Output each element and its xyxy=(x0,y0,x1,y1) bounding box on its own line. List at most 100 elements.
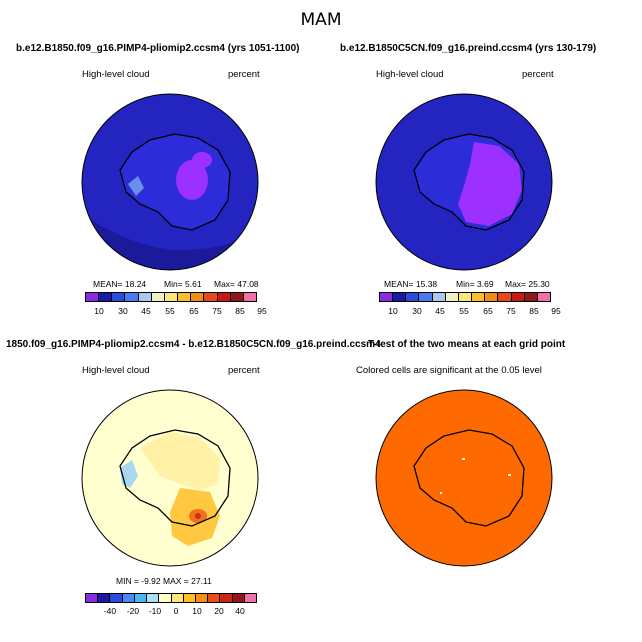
colorbar-swatch xyxy=(220,594,233,602)
colorbar-swatch xyxy=(232,594,245,602)
colorbar-tick: 45 xyxy=(141,306,151,316)
map-border xyxy=(375,93,553,271)
coastline xyxy=(413,133,525,231)
colorbar-swatch xyxy=(445,293,459,301)
polar-map-ttest xyxy=(375,389,553,567)
colorbar-swatch xyxy=(244,594,257,602)
colorbar-swatch xyxy=(183,594,196,602)
stat-min: Min= 3.69 xyxy=(456,279,494,289)
colorbar-swatch xyxy=(138,293,152,301)
colorbar-swatch xyxy=(98,594,111,602)
colorbar-tick: 75 xyxy=(212,306,222,316)
colorbar-tick: -20 xyxy=(126,606,140,616)
stat-minmax: MIN = -9.92 MAX = 27.11 xyxy=(116,576,212,586)
colorbar-tick: 95 xyxy=(551,306,561,316)
map-border xyxy=(81,389,259,567)
variable-label: High-level cloud xyxy=(376,69,444,80)
colorbar-swatch xyxy=(432,293,446,301)
coastline xyxy=(413,429,525,527)
colorbar-swatch xyxy=(524,293,538,301)
colorbar-tick: 65 xyxy=(189,306,199,316)
colorbar-swatch xyxy=(204,293,218,301)
colorbar-tick: 0 xyxy=(173,606,179,616)
colorbar-tick: 10 xyxy=(192,606,202,616)
light-yellow-anomaly xyxy=(140,432,220,490)
variable-label: High-level cloud xyxy=(82,365,150,376)
colorbar-swatch xyxy=(511,293,525,301)
colorbar-swatch xyxy=(406,293,420,301)
colorbar-swatch xyxy=(164,293,179,301)
colorbar-tick: -40 xyxy=(103,606,117,616)
colorbar-swatch xyxy=(419,293,433,301)
colorbar-swatch xyxy=(171,594,184,602)
colorbar-swatch xyxy=(485,293,499,301)
units-label: percent xyxy=(228,365,260,376)
colorbar-swatch xyxy=(537,293,551,301)
coastline xyxy=(119,429,231,527)
map-border xyxy=(81,93,259,271)
colorbar-tick: 85 xyxy=(235,306,245,316)
colorbar-swatch xyxy=(99,293,113,301)
polar-map-difference xyxy=(81,389,259,567)
red-anomaly xyxy=(195,513,201,519)
colorbar-tick: 20 xyxy=(214,606,224,616)
panel-title: b.e12.B1850C5CN.f09_g16.preind.ccsm4 (yr… xyxy=(340,43,597,54)
map-border xyxy=(375,389,553,567)
colorbar-swatch xyxy=(134,594,148,602)
panel-title: T-test of the two means at each grid poi… xyxy=(368,339,566,350)
colorbar-swatch xyxy=(380,293,394,301)
colorbar-tick: 85 xyxy=(529,306,539,316)
panel-title: 1850.f09_g16.PIMP4-pliomip2.ccsm4 - b.e1… xyxy=(6,339,381,350)
colorbar-swatch xyxy=(159,594,172,602)
stat-mean: MEAN= 18.24 xyxy=(93,279,147,289)
non-significant-cell xyxy=(508,474,511,476)
stat-max: Max= 47.08 xyxy=(214,279,259,289)
colorbar-tick: 55 xyxy=(165,306,175,316)
non-significant-cell xyxy=(462,458,465,460)
colorbar-swatch xyxy=(86,594,99,602)
colorbar-swatch xyxy=(151,293,165,301)
colorbar-tick: 10 xyxy=(94,306,104,316)
units-label: percent xyxy=(228,69,260,80)
colorbar-swatch xyxy=(86,293,100,301)
colorbar-swatch xyxy=(472,293,486,301)
units-label: percent xyxy=(522,69,554,80)
light-blue-patch xyxy=(128,176,144,196)
stat-min: Min= 5.61 xyxy=(164,279,202,289)
colorbar-tick: 45 xyxy=(435,306,445,316)
colorbar-swatch xyxy=(498,293,512,301)
colorbar-tick: 55 xyxy=(459,306,469,316)
colorbar-swatch xyxy=(243,293,257,301)
colorbar-abs-2 xyxy=(379,292,551,302)
colorbar-tick: 10 xyxy=(388,306,398,316)
colorbar-ticks-3: -40 -20 -10 0 10 20 40 xyxy=(0,606,642,620)
non-significant-cell xyxy=(440,492,442,494)
polar-map-preind xyxy=(375,93,553,271)
colorbar-swatch xyxy=(230,293,244,301)
colorbar-swatch xyxy=(125,293,139,301)
significant-field xyxy=(376,390,552,566)
colorbar-ticks-1: 10 30 45 55 65 75 85 95 xyxy=(0,306,642,320)
colorbar-tick: 75 xyxy=(506,306,516,316)
colorbar-swatch xyxy=(147,594,160,602)
polar-map-pliomip2 xyxy=(81,93,259,271)
significance-label: Colored cells are significant at the 0.0… xyxy=(356,365,542,376)
colorbar-swatch xyxy=(208,594,221,602)
colorbar-swatch xyxy=(393,293,407,301)
colorbar-tick: 65 xyxy=(483,306,493,316)
colorbar-swatch xyxy=(178,293,192,301)
colorbar-swatch xyxy=(122,594,135,602)
coastline xyxy=(119,133,231,231)
variable-label: High-level cloud xyxy=(82,69,150,80)
high-cloud-purple xyxy=(458,142,522,226)
figure-title: MAM xyxy=(300,10,342,30)
high-cloud-purple xyxy=(192,152,212,168)
stat-mean: MEAN= 15.38 xyxy=(384,279,438,289)
colorbar-tick: 40 xyxy=(235,606,245,616)
panel-title: b.e12.B1850.f09_g16.PIMP4-pliomip2.ccsm4… xyxy=(16,43,300,54)
colorbar-swatch xyxy=(112,293,126,301)
colorbar-swatch xyxy=(458,293,473,301)
colorbar-tick: 95 xyxy=(257,306,267,316)
stat-max: Max= 25.30 xyxy=(505,279,550,289)
colorbar-swatch xyxy=(191,293,205,301)
